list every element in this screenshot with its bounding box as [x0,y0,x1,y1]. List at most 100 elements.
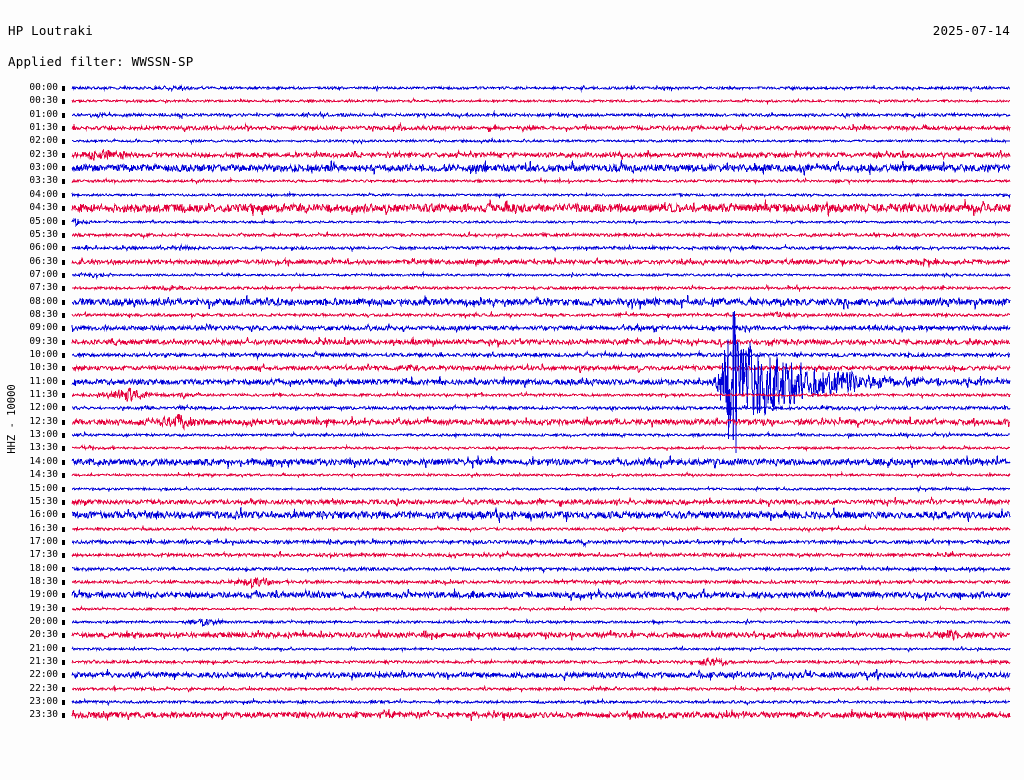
trace-row: 14:00 [0,455,1024,469]
axis-tick [62,513,65,519]
seismic-trace [71,522,1011,562]
time-tick-label: 21:00 [29,642,58,654]
seismic-trace [71,535,1011,575]
axis-tick [62,606,65,612]
axis-tick [62,99,65,105]
time-tick-label: 16:00 [29,509,58,521]
seismic-trace [71,335,1011,375]
time-tick-label: 01:30 [29,122,58,134]
trace-row: 12:00 [0,403,1024,413]
seismic-trace [71,322,1011,362]
seismic-trace [71,228,1011,268]
axis-tick [62,192,65,198]
time-tick-label: 15:30 [29,495,58,507]
seismic-trace [71,442,1011,482]
time-tick-label: 09:00 [29,322,58,334]
seismic-trace [71,455,1011,495]
axis-tick [62,246,65,252]
seismic-trace [71,135,1011,175]
seismic-trace [71,589,1011,629]
trace-row: 00:30 [0,96,1024,106]
seismic-trace [71,242,1011,282]
axis-tick [62,459,65,465]
axis-tick [62,353,65,358]
trace-row: 02:30 [0,148,1024,161]
time-tick-label: 13:00 [29,429,58,441]
seismic-trace [71,642,1011,682]
axis-tick [62,139,65,145]
seismic-trace [71,682,1011,722]
axis-tick [62,312,65,318]
seismic-trace [71,402,1011,442]
seismic-trace [71,509,1011,549]
trace-row: 11:30 [0,387,1024,402]
trace-row: 22:30 [0,683,1024,693]
trace-row: 15:30 [0,495,1024,507]
seismic-trace [71,562,1011,602]
time-tick-label: 01:00 [29,108,58,120]
seismic-trace [71,388,1011,428]
axis-tick [62,86,65,91]
trace-row: 10:00 [0,350,1024,361]
time-tick-label: 23:00 [29,696,58,708]
trace-row: 06:00 [0,243,1024,253]
axis-tick [62,299,65,305]
trace-row: 07:30 [0,283,1024,293]
trace-row: 14:30 [0,470,1024,480]
time-tick-label: 07:00 [29,268,58,280]
time-tick-label: 02:00 [29,135,58,147]
axis-tick [62,326,65,332]
date-label: 2025-07-14 [932,23,1010,38]
seismic-trace [71,695,1011,735]
trace-row: 16:30 [0,523,1024,533]
axis-tick [62,686,65,692]
seismic-trace [71,282,1011,322]
axis-tick [62,206,65,212]
axis-tick [62,152,65,158]
time-tick-label: 17:00 [29,535,58,547]
trace-row: 01:00 [0,109,1024,120]
time-tick-label: 02:30 [29,148,58,160]
time-tick-label: 00:30 [29,95,58,107]
trace-row: 02:00 [0,136,1024,146]
axis-tick [62,433,65,439]
trace-row: 11:00 [0,310,1024,453]
time-tick-label: 05:30 [29,228,58,240]
axis-tick [62,539,65,545]
trace-row: 23:00 [0,697,1024,707]
seismic-trace [71,575,1011,615]
time-tick-label: 11:30 [29,389,58,401]
time-tick-label: 18:00 [29,562,58,574]
time-tick-label: 12:30 [29,415,58,427]
time-tick-label: 18:30 [29,575,58,587]
trace-row: 08:00 [0,294,1024,310]
time-tick-label: 03:30 [29,175,58,187]
axis-tick [62,339,65,345]
time-tick-label: 09:30 [29,335,58,347]
trace-row: 12:30 [0,413,1024,431]
axis-tick [62,499,65,505]
time-tick-label: 06:30 [29,255,58,267]
seismic-trace [71,348,1011,388]
trace-row: 17:00 [0,536,1024,548]
axis-tick [62,473,65,479]
axis-tick [62,673,65,679]
seismic-trace [71,308,1011,348]
seismic-trace [71,602,1011,642]
trace-row: 13:00 [0,430,1024,440]
trace-row: 16:00 [0,507,1024,524]
trace-row: 06:30 [0,255,1024,267]
axis-tick [62,526,65,532]
seismic-trace [71,68,1011,108]
seismic-trace [71,428,1011,468]
axis-tick [62,406,65,412]
seismic-trace [71,495,1011,535]
seismogram-plot: 00:00 00:30 01:00 01:30 02:00 02:30 03:00 03:30… [0,78,1024,768]
axis-tick [62,366,65,372]
axis-tick [62,713,65,719]
seismic-trace [71,148,1011,188]
axis-tick [62,620,65,625]
seismic-trace [71,188,1011,228]
seismic-trace [71,268,1011,308]
seismic-trace [71,255,1011,295]
